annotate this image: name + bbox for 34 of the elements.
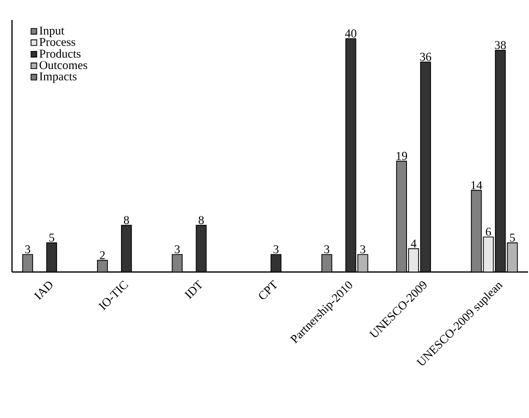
bar [345, 38, 356, 272]
data-label: 3 [360, 245, 366, 254]
data-label: 6 [486, 228, 491, 236]
bar [196, 224, 207, 272]
bar [321, 254, 332, 272]
bar [172, 254, 183, 272]
data-label: 3 [25, 245, 30, 254]
legend-label: Process [39, 38, 76, 46]
data-label: 14 [471, 181, 482, 190]
bar [420, 62, 431, 272]
data-label: 8 [198, 216, 204, 224]
bar [46, 242, 58, 272]
data-label: 36 [420, 52, 432, 61]
data-label: 38 [494, 41, 506, 50]
data-label: 3 [324, 245, 330, 254]
data-label: 3 [174, 245, 180, 254]
data-label: 8 [124, 216, 129, 224]
data-label: 5 [510, 234, 515, 242]
data-label: 19 [396, 152, 408, 160]
data-label: 2 [100, 251, 105, 260]
x-tick-label: CPT [259, 280, 278, 300]
data-label: 40 [345, 29, 356, 38]
x-tick-label: IAD [34, 282, 52, 300]
bar [357, 254, 368, 272]
legend-label: Products [39, 49, 81, 58]
data-label: 3 [274, 245, 279, 254]
legend-label: Impacts [40, 72, 77, 83]
data-label: 4 [410, 240, 416, 248]
bar [494, 50, 506, 272]
data-label: 5 [49, 234, 54, 242]
legend-label: Input [40, 26, 64, 38]
legend-label: Outcomes [40, 61, 88, 70]
bar [22, 254, 34, 272]
x-tick-label: IDT [184, 280, 202, 300]
